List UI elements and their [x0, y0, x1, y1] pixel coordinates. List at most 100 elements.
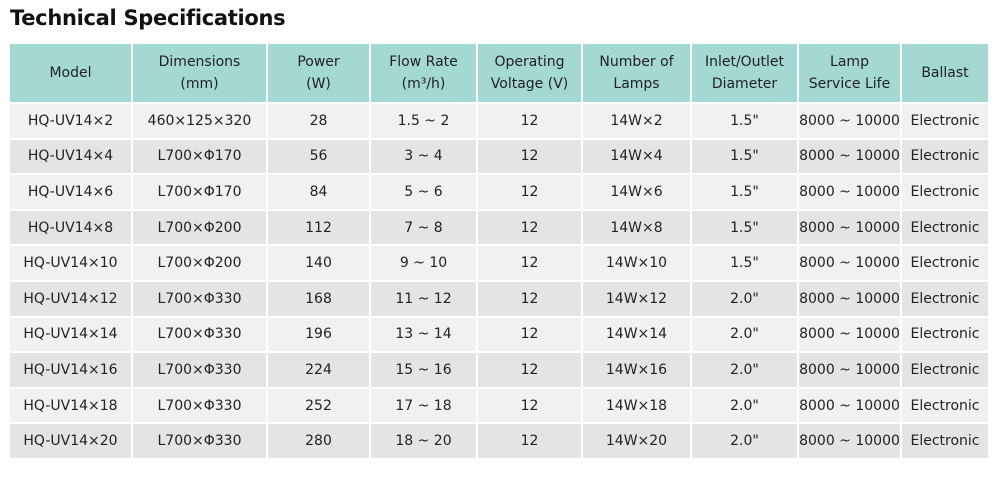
- table-cell: 8000 ~ 10000: [799, 246, 900, 280]
- table-cell: 2.0": [692, 281, 797, 316]
- table-cell: L700×Φ330: [133, 424, 266, 458]
- column-header: Ballast: [902, 44, 988, 102]
- table-cell: HQ-UV14×16: [10, 353, 131, 387]
- table-cell: 17 ~ 18: [371, 388, 476, 423]
- header-text: Ballast: [921, 65, 969, 81]
- header-text: Inlet/Outlet: [704, 54, 785, 70]
- table-cell: Electronic: [902, 139, 988, 174]
- page-title: Technical Specifications: [10, 6, 286, 30]
- column-header: Dimensions (mm): [133, 44, 266, 102]
- table-cell: 12: [478, 281, 581, 316]
- table-cell: 84: [268, 175, 369, 209]
- table-header: Model Dimensions (mm) Power (W) Flow Rate (m³/…: [10, 44, 988, 102]
- table-row: HQ-UV14×16 L700×Φ330 224 15 ~ 16 12 14W×16 2.0…: [10, 353, 988, 387]
- table-cell: 8000 ~ 10000: [799, 281, 900, 316]
- table-cell: Electronic: [902, 104, 988, 138]
- table-cell: HQ-UV14×14: [10, 317, 131, 352]
- table-cell: 14W×12: [583, 281, 690, 316]
- header-text: Service Life: [808, 76, 891, 92]
- table-cell: HQ-UV14×18: [10, 388, 131, 423]
- table-cell: Electronic: [902, 388, 988, 423]
- table-cell: 18 ~ 20: [371, 424, 476, 458]
- table-row: HQ-UV14×6 L700×Φ170 84 5 ~ 6 12 14W×6 1.5" 8000…: [10, 175, 988, 209]
- column-header: Lamp Service Life: [799, 44, 900, 102]
- table-cell: L700×Φ330: [133, 317, 266, 352]
- table-cell: 9 ~ 10: [371, 246, 476, 280]
- table-cell: 8000 ~ 10000: [799, 388, 900, 423]
- table-cell: HQ-UV14×8: [10, 210, 131, 245]
- table-cell: 8000 ~ 10000: [799, 317, 900, 352]
- table-cell: 1.5 ~ 2: [371, 104, 476, 138]
- table-cell: 12: [478, 210, 581, 245]
- header-text: Lamp: [830, 54, 869, 70]
- table-cell: 168: [268, 281, 369, 316]
- table-cell: 1.5": [692, 210, 797, 245]
- table-cell: 14W×4: [583, 139, 690, 174]
- table-cell: 8000 ~ 10000: [799, 424, 900, 458]
- table-cell: 112: [268, 210, 369, 245]
- table-cell: 15 ~ 16: [371, 353, 476, 387]
- table-cell: HQ-UV14×12: [10, 281, 131, 316]
- table-cell: L700×Φ330: [133, 353, 266, 387]
- header-text: Voltage (V): [490, 76, 569, 92]
- table-cell: 2.0": [692, 424, 797, 458]
- table-cell: L700×Φ170: [133, 139, 266, 174]
- table-cell: 14W×2: [583, 104, 690, 138]
- table-cell: 1.5": [692, 175, 797, 209]
- table-cell: 8000 ~ 10000: [799, 353, 900, 387]
- table-cell: 12: [478, 104, 581, 138]
- table-cell: 14W×20: [583, 424, 690, 458]
- table-cell: 14W×8: [583, 210, 690, 245]
- column-header: Model: [10, 44, 131, 102]
- table-row: HQ-UV14×2 460×125×320 28 1.5 ~ 2 12 14W×2 1.5"…: [10, 104, 988, 138]
- table-cell: 12: [478, 388, 581, 423]
- header-text: Lamps: [613, 76, 660, 92]
- table-cell: Electronic: [902, 424, 988, 458]
- column-header: Flow Rate (m³/h): [371, 44, 476, 102]
- column-header: Power (W): [268, 44, 369, 102]
- table-cell: 12: [478, 353, 581, 387]
- table-cell: 8000 ~ 10000: [799, 210, 900, 245]
- table-row: HQ-UV14×18 L700×Φ330 252 17 ~ 18 12 14W×18 2.0…: [10, 388, 988, 423]
- table-row: HQ-UV14×8 L700×Φ200 112 7 ~ 8 12 14W×8 1.5" 800…: [10, 210, 988, 245]
- table-row: HQ-UV14×14 L700×Φ330 196 13 ~ 14 12 14W×14 2.0…: [10, 317, 988, 352]
- table-cell: 12: [478, 317, 581, 352]
- table-cell: Electronic: [902, 317, 988, 352]
- table-cell: 1.5": [692, 246, 797, 280]
- table-cell: 11 ~ 12: [371, 281, 476, 316]
- table-cell: 196: [268, 317, 369, 352]
- table-cell: HQ-UV14×2: [10, 104, 131, 138]
- table-row: HQ-UV14×12 L700×Φ330 168 11 ~ 12 12 14W×12 2.0…: [10, 281, 988, 316]
- table-cell: Electronic: [902, 353, 988, 387]
- table-cell: 12: [478, 246, 581, 280]
- table-cell: Electronic: [902, 281, 988, 316]
- header-text: Dimensions: [158, 54, 241, 70]
- table-cell: 13 ~ 14: [371, 317, 476, 352]
- table-cell: 460×125×320: [133, 104, 266, 138]
- table-cell: 7 ~ 8: [371, 210, 476, 245]
- header-text: Operating: [494, 54, 565, 70]
- column-header: Inlet/Outlet Diameter: [692, 44, 797, 102]
- table-row: HQ-UV14×10 L700×Φ200 140 9 ~ 10 12 14W×10 1.5"…: [10, 246, 988, 280]
- table-cell: Electronic: [902, 175, 988, 209]
- table-row: HQ-UV14×20 L700×Φ330 280 18 ~ 20 12 14W×20 2.0…: [10, 424, 988, 458]
- table-cell: 56: [268, 139, 369, 174]
- table-cell: 12: [478, 175, 581, 209]
- table-cell: Electronic: [902, 210, 988, 245]
- table-cell: 8000 ~ 10000: [799, 139, 900, 174]
- table-cell: 5 ~ 6: [371, 175, 476, 209]
- table-cell: HQ-UV14×20: [10, 424, 131, 458]
- column-header: Operating Voltage (V): [478, 44, 581, 102]
- column-header: Number of Lamps: [583, 44, 690, 102]
- table-cell: L700×Φ170: [133, 175, 266, 209]
- header-text: (W): [306, 76, 331, 92]
- header-text: Number of: [599, 54, 674, 70]
- table-cell: L700×Φ330: [133, 281, 266, 316]
- table-cell: 280: [268, 424, 369, 458]
- table-cell: 14W×18: [583, 388, 690, 423]
- header-text: Flow Rate: [389, 54, 458, 70]
- table-cell: 252: [268, 388, 369, 423]
- header-text: Model: [49, 65, 92, 81]
- table-cell: L700×Φ330: [133, 388, 266, 423]
